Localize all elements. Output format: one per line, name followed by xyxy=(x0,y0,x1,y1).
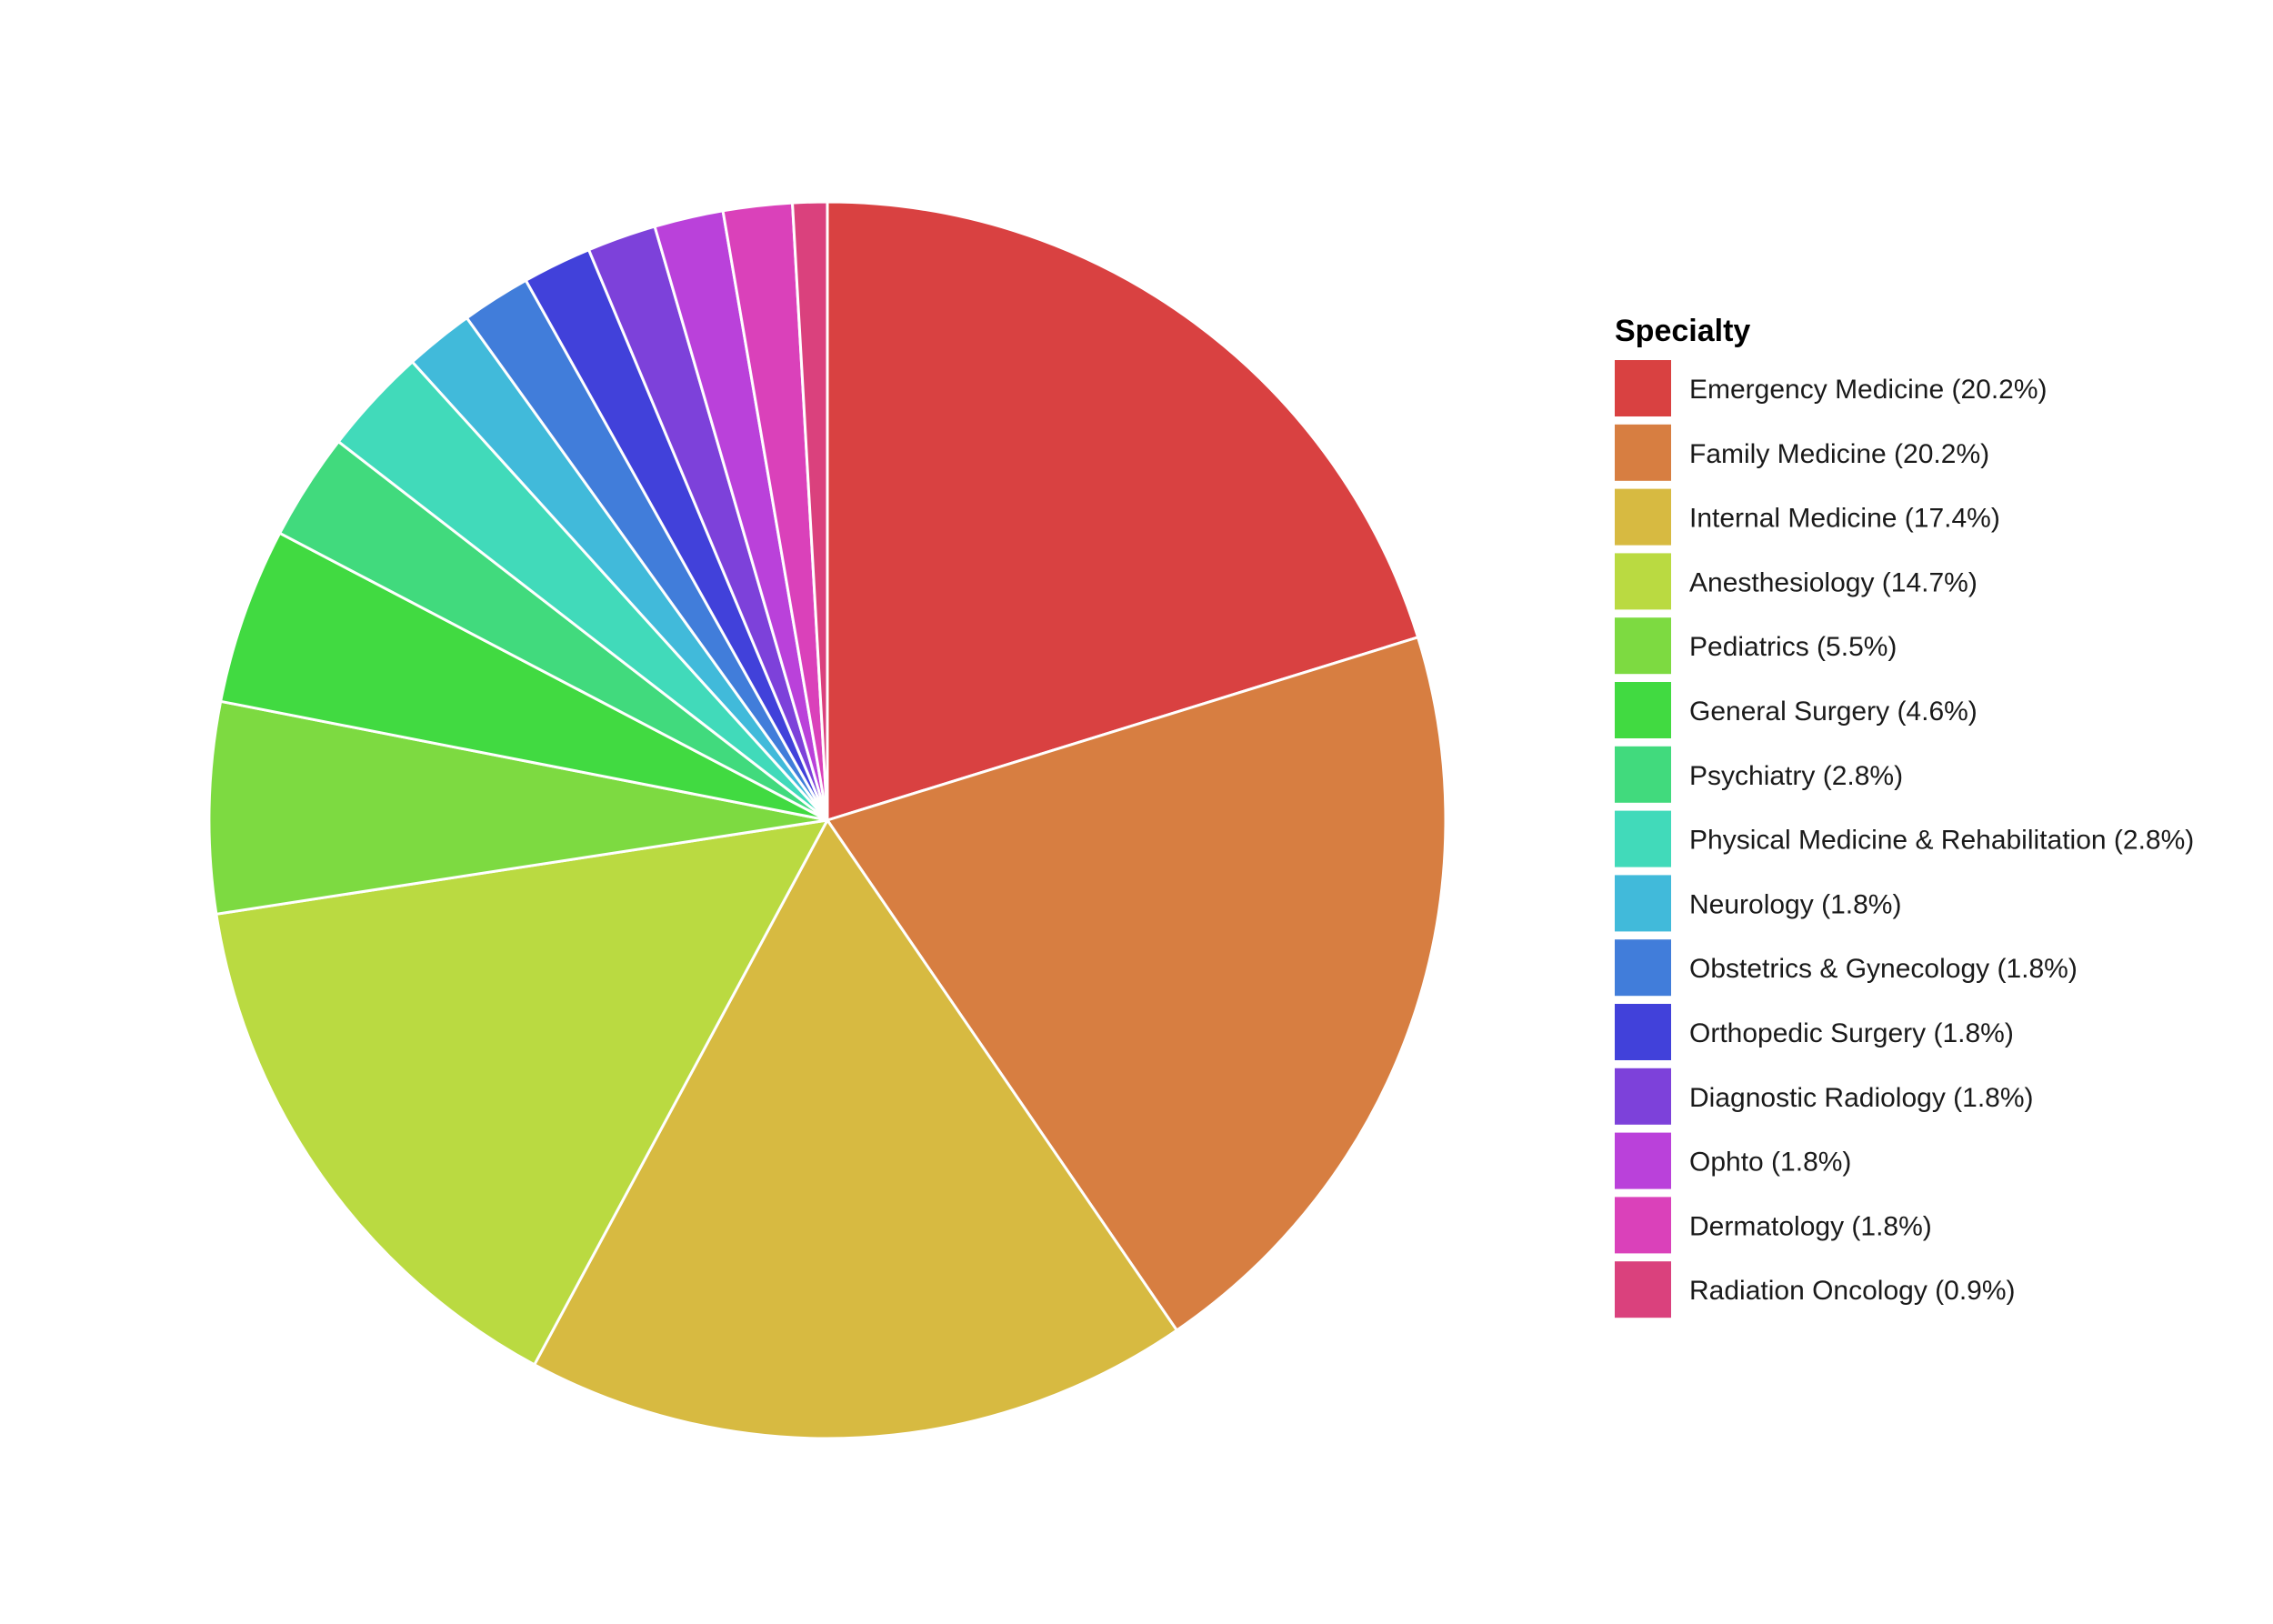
legend-item-orthopedic-surgery: Orthopedic Surgery (1.8%) xyxy=(1615,1004,2014,1060)
legend-label-dermatology: Dermatology (1.8%) xyxy=(1689,1211,1932,1241)
pie-slice-general-surgery xyxy=(219,531,829,822)
legend-swatch-general-surgery xyxy=(1615,682,1671,738)
legend-item-obstetrics-gynecology: Obstetrics & Gynecology (1.8%) xyxy=(1615,939,2078,997)
legend-item-ophto: Ophto (1.8%) xyxy=(1615,1132,1851,1189)
legend-label-physical-medicine-rehabilitation: Physical Medicine & Rehabilitation (2.8%… xyxy=(1689,826,2194,856)
legend-item-physical-medicine-rehabilitation: Physical Medicine & Rehabilitation (2.8%… xyxy=(1615,810,2194,867)
legend-label-obstetrics-gynecology: Obstetrics & Gynecology (1.8%) xyxy=(1689,954,2078,984)
legend-label-family-medicine: Family Medicine (20.2%) xyxy=(1689,439,1989,469)
legend-swatch-emergency-medicine xyxy=(1615,360,1671,416)
legend-label-orthopedic-surgery: Orthopedic Surgery (1.8%) xyxy=(1689,1018,2014,1048)
legend-label-internal-medicine: Internal Medicine (17.4%) xyxy=(1689,504,2000,534)
legend-swatch-diagnostic-radiology xyxy=(1615,1068,1671,1125)
legend-item-pediatrics: Pediatrics (5.5%) xyxy=(1615,617,1897,675)
legend-swatch-internal-medicine xyxy=(1615,488,1671,546)
legend-item-anesthesiology: Anesthesiology (14.7%) xyxy=(1615,553,1978,610)
legend-item-neurology: Neurology (1.8%) xyxy=(1615,875,1901,932)
legend-swatch-obstetrics-gynecology xyxy=(1615,939,1671,997)
legend-item-psychiatry: Psychiatry (2.8%) xyxy=(1615,746,1903,803)
legend-label-ophto: Ophto (1.8%) xyxy=(1689,1148,1851,1178)
legend-label-neurology: Neurology (1.8%) xyxy=(1689,889,1901,919)
pie-slice-anesthesiology xyxy=(215,818,829,1367)
pie-slice-family-medicine xyxy=(826,636,1447,1332)
legend-title: Specialty xyxy=(1615,314,1750,348)
legend-label-radiation-oncology: Radiation Oncology (0.9%) xyxy=(1689,1276,2016,1306)
pie-slices xyxy=(207,200,1447,1440)
legend-swatch-neurology xyxy=(1615,875,1671,932)
legend-swatch-family-medicine xyxy=(1615,424,1671,481)
legend-swatch-dermatology xyxy=(1615,1197,1671,1254)
legend-item-internal-medicine: Internal Medicine (17.4%) xyxy=(1615,488,2000,546)
pie-slice-internal-medicine xyxy=(533,818,1178,1440)
pie-slice-pediatrics xyxy=(207,699,829,916)
legend-label-pediatrics: Pediatrics (5.5%) xyxy=(1689,632,1897,662)
legend: Specialty Emergency Medicine (20.2%) Fami… xyxy=(1615,314,2194,1318)
pie-slice-emergency-medicine xyxy=(826,200,1420,822)
legend-label-psychiatry: Psychiatry (2.8%) xyxy=(1689,761,1903,791)
legend-swatch-psychiatry xyxy=(1615,746,1671,803)
legend-label-diagnostic-radiology: Diagnostic Radiology (1.8%) xyxy=(1689,1083,2034,1113)
legend-swatch-physical-medicine-rehabilitation xyxy=(1615,810,1671,867)
legend-item-diagnostic-radiology: Diagnostic Radiology (1.8%) xyxy=(1615,1068,2034,1125)
legend-label-anesthesiology: Anesthesiology (14.7%) xyxy=(1689,567,1978,597)
legend-item-dermatology: Dermatology (1.8%) xyxy=(1615,1197,1932,1254)
legend-swatch-anesthesiology xyxy=(1615,553,1671,610)
legend-items: Emergency Medicine (20.2%) Family Medicin… xyxy=(1615,360,2194,1318)
legend-item-radiation-oncology: Radiation Oncology (0.9%) xyxy=(1615,1261,2016,1318)
legend-swatch-ophto xyxy=(1615,1132,1671,1189)
legend-label-general-surgery: General Surgery (4.6%) xyxy=(1689,697,1978,727)
legend-item-emergency-medicine: Emergency Medicine (20.2%) xyxy=(1615,360,2048,416)
legend-swatch-orthopedic-surgery xyxy=(1615,1004,1671,1060)
legend-item-general-surgery: General Surgery (4.6%) xyxy=(1615,682,1978,738)
legend-label-emergency-medicine: Emergency Medicine (20.2%) xyxy=(1689,375,2048,405)
legend-swatch-radiation-oncology xyxy=(1615,1261,1671,1318)
legend-item-family-medicine: Family Medicine (20.2%) xyxy=(1615,424,1989,481)
legend-swatch-pediatrics xyxy=(1615,617,1671,675)
pie-slice-radiation-oncology xyxy=(791,200,829,822)
